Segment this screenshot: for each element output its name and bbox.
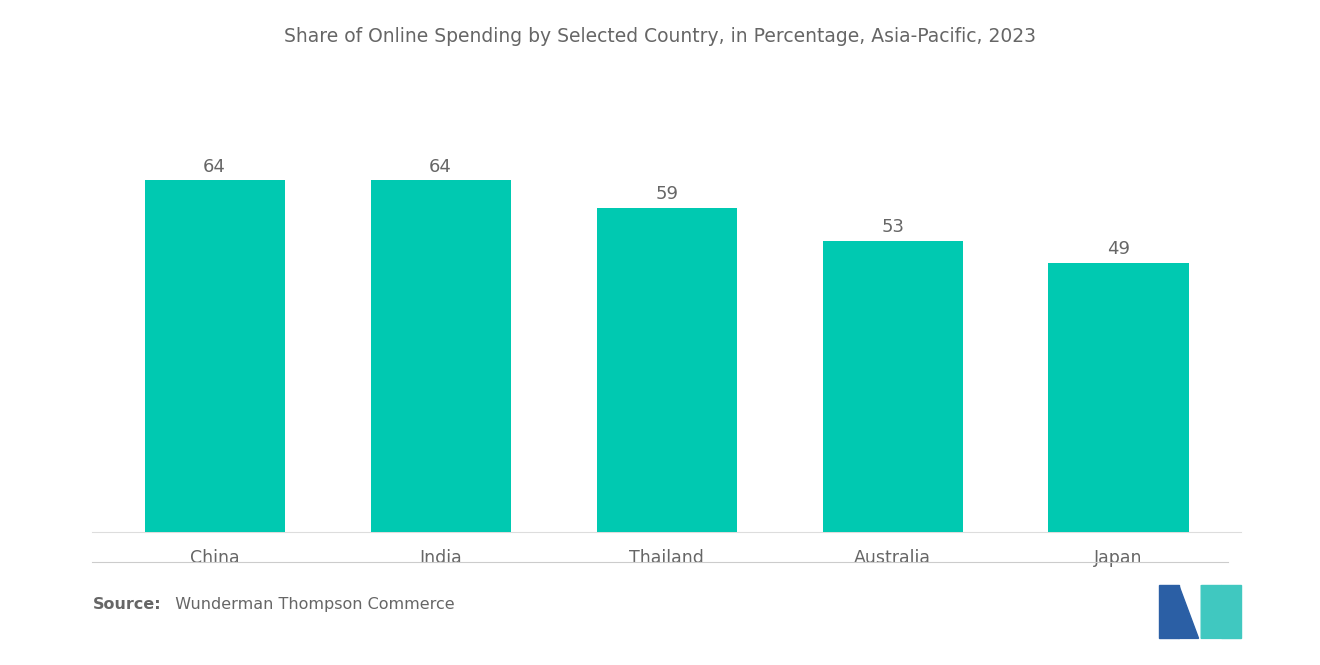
Text: 49: 49 xyxy=(1107,240,1130,258)
Text: Share of Online Spending by Selected Country, in Percentage, Asia-Pacific, 2023: Share of Online Spending by Selected Cou… xyxy=(284,27,1036,46)
Polygon shape xyxy=(1159,585,1179,638)
Text: Source:: Source: xyxy=(92,597,161,612)
Text: 64: 64 xyxy=(203,158,226,176)
Polygon shape xyxy=(1201,585,1221,638)
Bar xyxy=(371,180,511,532)
Bar xyxy=(1048,263,1188,532)
Text: 53: 53 xyxy=(880,218,904,236)
Polygon shape xyxy=(1221,585,1241,638)
Text: Wunderman Thompson Commerce: Wunderman Thompson Commerce xyxy=(165,597,454,612)
Polygon shape xyxy=(1201,585,1221,638)
Bar xyxy=(145,180,285,532)
Bar xyxy=(597,207,737,532)
Bar xyxy=(822,241,962,532)
Text: 59: 59 xyxy=(655,186,678,203)
Text: 64: 64 xyxy=(429,158,451,176)
Polygon shape xyxy=(1179,585,1199,638)
